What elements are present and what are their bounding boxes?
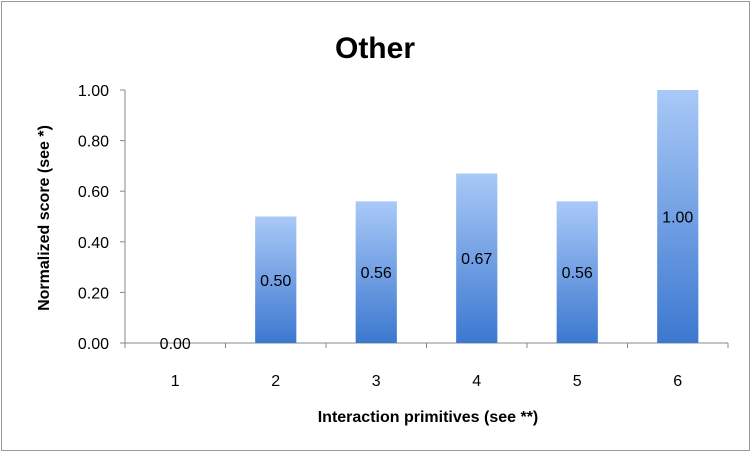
- x-axis-title: Interaction primitives (see **): [318, 409, 539, 426]
- y-tick-label: 0.40: [78, 235, 109, 252]
- chart-title: Other: [335, 32, 415, 65]
- bar: [657, 90, 699, 343]
- bars: [255, 90, 699, 343]
- x-tick-labels: 1 2 3 4 5 6: [171, 373, 683, 390]
- y-axis-title: Normalized score (see *): [36, 125, 53, 311]
- data-labels: 0.00 0.50 0.56 0.67 0.56 1.00: [160, 210, 694, 354]
- x-tick-label: 1: [171, 373, 180, 390]
- y-tick-label: 0.80: [78, 134, 109, 151]
- bar: [255, 216, 297, 343]
- x-tick-label: 6: [673, 373, 682, 390]
- x-tick-label: 2: [271, 373, 280, 390]
- data-label: 0.67: [461, 251, 492, 268]
- bar: [456, 173, 498, 343]
- y-tick-label: 0.20: [78, 285, 109, 302]
- data-label: 0.50: [260, 273, 291, 290]
- y-tick-label: 0.60: [78, 184, 109, 201]
- bar: [556, 201, 598, 343]
- x-tick-label: 5: [573, 373, 582, 390]
- bar: [355, 201, 397, 343]
- x-tick-label: 4: [472, 373, 481, 390]
- y-tick-labels: 0.00 0.20 0.40 0.60 0.80 1.00: [78, 83, 109, 353]
- data-label: 0.00: [160, 336, 191, 353]
- axes: [120, 89, 729, 348]
- data-label: 0.56: [562, 265, 593, 282]
- y-tick-label: 1.00: [78, 83, 109, 100]
- y-tick-label: 0.00: [78, 336, 109, 353]
- data-label: 1.00: [662, 210, 693, 227]
- data-label: 0.56: [361, 265, 392, 282]
- x-tick-label: 3: [372, 373, 381, 390]
